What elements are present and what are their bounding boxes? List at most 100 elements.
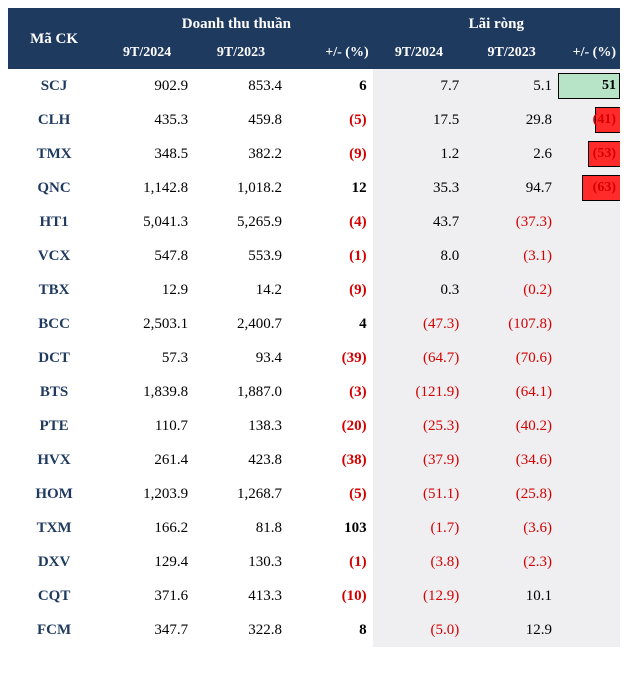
cell-rev-2023: 5,265.9 (194, 205, 288, 239)
cell-rev-2023: 81.8 (194, 511, 288, 545)
cell-prof-2023: (2.3) (465, 545, 558, 579)
cell-rev-2023: 459.8 (194, 103, 288, 137)
cell-prof-chg (558, 409, 620, 443)
table-row: TBX12.914.2(9)0.3(0.2) (8, 273, 620, 307)
cell-prof-chg (558, 511, 620, 545)
table-body: SCJ902.9853.467.75.151CLH435.3459.8(5)17… (8, 69, 620, 647)
col-group-revenue: Doanh thu thuần (100, 8, 372, 39)
cell-rev-2023: 413.3 (194, 579, 288, 613)
cell-ticker: QNC (8, 171, 100, 205)
cell-prof-chg (558, 307, 620, 341)
cell-rev-2024: 1,839.8 (100, 375, 194, 409)
cell-rev-2023: 1,887.0 (194, 375, 288, 409)
cell-prof-chg (558, 205, 620, 239)
cell-prof-2024: 0.3 (373, 273, 466, 307)
table-row: FCM347.7322.88(5.0)12.9 (8, 613, 620, 647)
cell-rev-2023: 130.3 (194, 545, 288, 579)
cell-rev-2023: 1,018.2 (194, 171, 288, 205)
cell-rev-chg: (9) (288, 137, 373, 171)
table-row: HVX261.4423.8(38)(37.9)(34.6) (8, 443, 620, 477)
table-row: PTE110.7138.3(20)(25.3)(40.2) (8, 409, 620, 443)
cell-rev-chg: (5) (288, 477, 373, 511)
cell-ticker: TMX (8, 137, 100, 171)
cell-rev-2023: 423.8 (194, 443, 288, 477)
cell-rev-chg: (10) (288, 579, 373, 613)
cell-rev-2023: 382.2 (194, 137, 288, 171)
cell-rev-2024: 547.8 (100, 239, 194, 273)
cell-ticker: HOM (8, 477, 100, 511)
cell-prof-2024: (37.9) (373, 443, 466, 477)
cell-prof-2024: (5.0) (373, 613, 466, 647)
financial-table: Mã CK Doanh thu thuần Lãi ròng 9T/2024 9… (8, 8, 620, 647)
cell-ticker: BTS (8, 375, 100, 409)
cell-ticker: TXM (8, 511, 100, 545)
profit-change-label: (53) (593, 146, 616, 162)
cell-prof-2023: (40.2) (465, 409, 558, 443)
cell-prof-2023: (34.6) (465, 443, 558, 477)
table-row: TMX348.5382.2(9)1.22.6 (53) (8, 137, 620, 171)
cell-prof-chg (558, 239, 620, 273)
cell-rev-2023: 853.4 (194, 69, 288, 103)
cell-prof-2024: (3.8) (373, 545, 466, 579)
cell-prof-2024: 43.7 (373, 205, 466, 239)
cell-prof-2023: (107.8) (465, 307, 558, 341)
cell-prof-chg (558, 545, 620, 579)
cell-prof-2024: 1.2 (373, 137, 466, 171)
cell-prof-2024: 8.0 (373, 239, 466, 273)
table-row: HT15,041.35,265.9(4)43.7(37.3) (8, 205, 620, 239)
cell-prof-chg (558, 477, 620, 511)
cell-prof-2023: (64.1) (465, 375, 558, 409)
cell-prof-2024: (121.9) (373, 375, 466, 409)
cell-prof-2023: 12.9 (465, 613, 558, 647)
col-ticker: Mã CK (8, 8, 100, 69)
cell-prof-2024: (25.3) (373, 409, 466, 443)
col-prof-2023: 9T/2023 (465, 39, 558, 69)
cell-ticker: DCT (8, 341, 100, 375)
cell-rev-chg: (5) (288, 103, 373, 137)
table-header: Mã CK Doanh thu thuần Lãi ròng 9T/2024 9… (8, 8, 620, 69)
cell-rev-2023: 14.2 (194, 273, 288, 307)
cell-rev-2024: 2,503.1 (100, 307, 194, 341)
cell-ticker: CQT (8, 579, 100, 613)
cell-rev-chg: 6 (288, 69, 373, 103)
cell-prof-2023: (3.1) (465, 239, 558, 273)
cell-rev-2023: 93.4 (194, 341, 288, 375)
cell-prof-chg (558, 341, 620, 375)
cell-rev-2024: 129.4 (100, 545, 194, 579)
cell-rev-chg: 103 (288, 511, 373, 545)
cell-prof-chg (558, 613, 620, 647)
table-row: DCT57.393.4(39)(64.7)(70.6) (8, 341, 620, 375)
cell-prof-2024: 17.5 (373, 103, 466, 137)
table-row: TXM166.281.8103(1.7)(3.6) (8, 511, 620, 545)
cell-prof-2023: 29.8 (465, 103, 558, 137)
cell-rev-2024: 371.6 (100, 579, 194, 613)
cell-rev-2023: 2,400.7 (194, 307, 288, 341)
cell-prof-2024: 35.3 (373, 171, 466, 205)
cell-prof-2023: (0.2) (465, 273, 558, 307)
cell-ticker: PTE (8, 409, 100, 443)
cell-ticker: CLH (8, 103, 100, 137)
cell-prof-2023: 2.6 (465, 137, 558, 171)
cell-prof-2024: (1.7) (373, 511, 466, 545)
cell-prof-chg: (41) (558, 103, 620, 137)
cell-rev-2024: 348.5 (100, 137, 194, 171)
cell-rev-chg: 12 (288, 171, 373, 205)
cell-ticker: FCM (8, 613, 100, 647)
cell-prof-chg (558, 443, 620, 477)
cell-rev-2024: 110.7 (100, 409, 194, 443)
cell-prof-2024: (12.9) (373, 579, 466, 613)
cell-prof-2024: (47.3) (373, 307, 466, 341)
cell-ticker: TBX (8, 273, 100, 307)
cell-rev-chg: 8 (288, 613, 373, 647)
cell-prof-2023: 5.1 (465, 69, 558, 103)
cell-prof-2023: (70.6) (465, 341, 558, 375)
cell-prof-chg (558, 273, 620, 307)
table-row: CQT371.6413.3(10)(12.9)10.1 (8, 579, 620, 613)
col-prof-chg: +/- (%) (558, 39, 620, 69)
cell-prof-2023: (25.8) (465, 477, 558, 511)
table-row: CLH435.3459.8(5)17.529.8(41) (8, 103, 620, 137)
cell-ticker: BCC (8, 307, 100, 341)
cell-rev-2024: 166.2 (100, 511, 194, 545)
profit-change-label: 51 (602, 78, 616, 94)
cell-rev-chg: (38) (288, 443, 373, 477)
